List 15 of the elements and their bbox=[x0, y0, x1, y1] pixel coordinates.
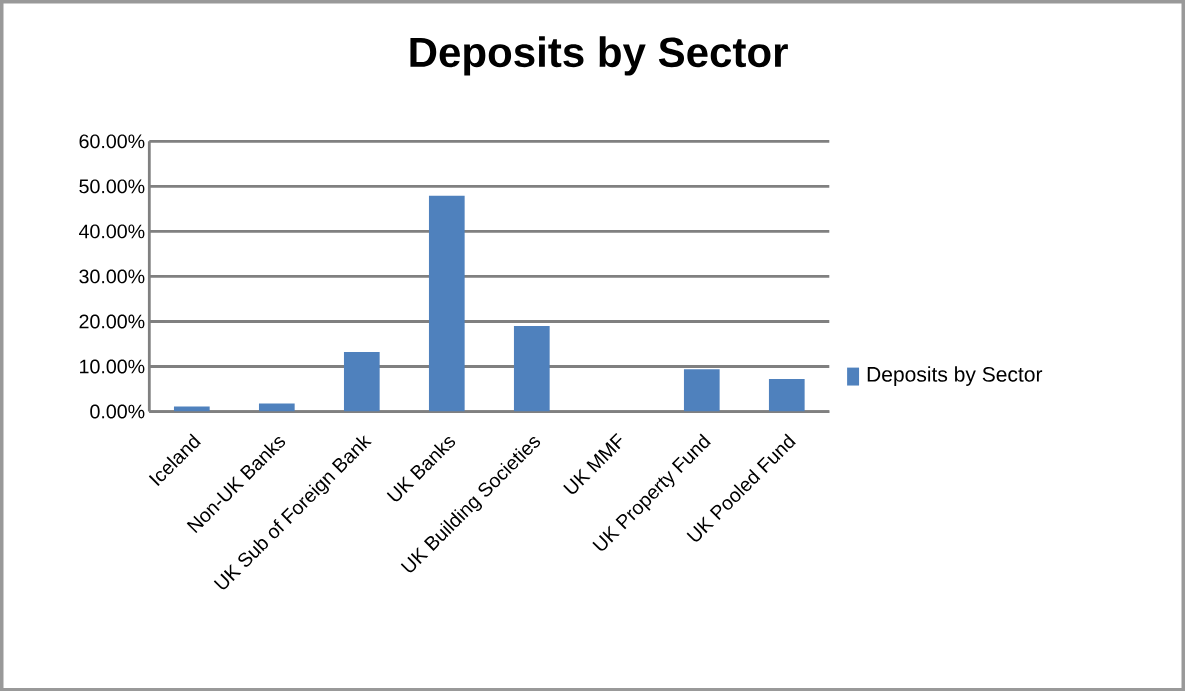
y-tick-label: 20.00% bbox=[79, 314, 145, 329]
bar bbox=[513, 325, 550, 412]
y-tick-label: 30.00% bbox=[79, 269, 145, 284]
y-tick-label: 50.00% bbox=[79, 179, 145, 194]
y-tick-label: 60.00% bbox=[79, 134, 145, 149]
bar bbox=[683, 368, 720, 412]
y-tick-label: 10.00% bbox=[80, 359, 145, 374]
bar bbox=[258, 403, 295, 412]
y-tick-label: 40.00% bbox=[79, 224, 145, 239]
bar bbox=[428, 195, 465, 412]
bar bbox=[768, 378, 805, 412]
y-tick-label: 0.00% bbox=[90, 404, 145, 419]
chart-title: Deposits by Sector bbox=[410, 36, 788, 76]
bar bbox=[343, 351, 380, 412]
legend-label: Deposits by Sector bbox=[867, 366, 1043, 386]
